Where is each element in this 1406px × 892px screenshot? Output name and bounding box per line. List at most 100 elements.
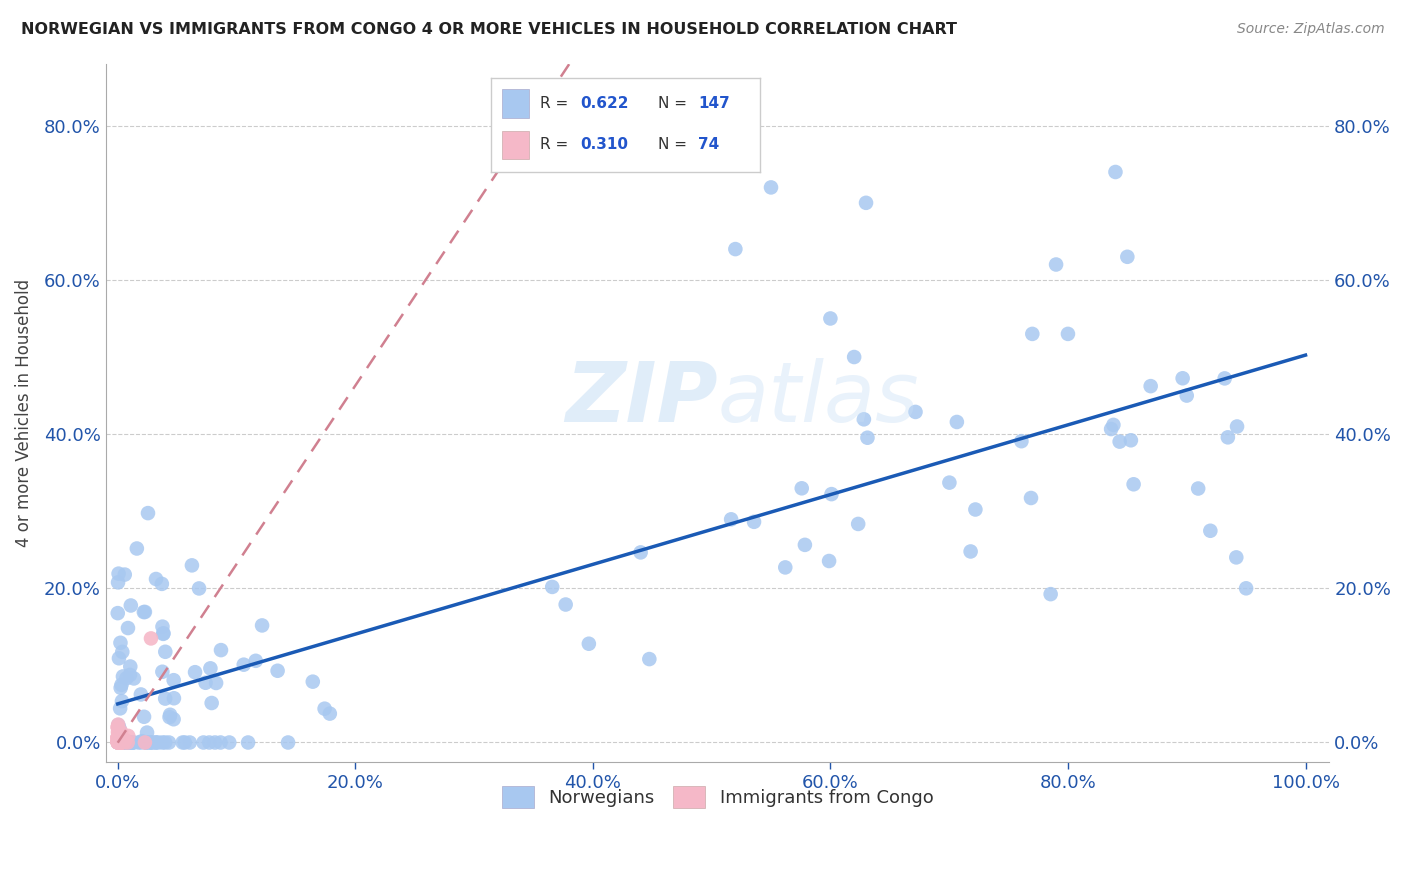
Point — [132, 710, 155, 724]
Point — [108, 735, 131, 749]
Point — [110, 735, 132, 749]
Point — [110, 732, 132, 747]
Point — [153, 691, 176, 706]
Point — [134, 605, 156, 619]
Point — [136, 506, 159, 520]
Point — [1226, 419, 1249, 434]
Point — [938, 475, 960, 490]
Point — [856, 431, 879, 445]
Point — [111, 734, 134, 748]
Point — [110, 735, 132, 749]
Point — [107, 734, 129, 748]
Y-axis label: 4 or more Vehicles in Household: 4 or more Vehicles in Household — [15, 279, 32, 547]
Point — [108, 735, 131, 749]
Point — [107, 734, 129, 748]
Point — [107, 735, 129, 749]
Point — [152, 626, 174, 640]
Point — [630, 545, 652, 559]
Point — [1213, 371, 1236, 385]
Point — [152, 735, 174, 749]
Point — [107, 735, 129, 749]
Point — [135, 735, 157, 749]
Point — [201, 696, 224, 710]
Point — [1108, 434, 1130, 449]
Point — [134, 735, 156, 749]
Point — [844, 350, 866, 364]
Point — [107, 735, 129, 749]
Point — [108, 735, 131, 749]
Point — [117, 621, 139, 635]
Point — [110, 735, 132, 749]
Point — [132, 605, 155, 619]
Point — [108, 734, 131, 748]
Point — [107, 730, 129, 744]
Point — [111, 735, 134, 749]
Point — [194, 675, 217, 690]
Point — [790, 481, 813, 495]
Point — [120, 735, 142, 749]
Point — [111, 645, 134, 659]
Point — [108, 734, 131, 748]
Point — [110, 730, 132, 744]
Point — [122, 672, 145, 686]
Point — [114, 567, 136, 582]
Point — [852, 412, 875, 426]
Point — [150, 665, 173, 679]
Point — [152, 620, 174, 634]
Point — [110, 735, 132, 749]
Point — [107, 717, 129, 731]
Point — [108, 735, 131, 749]
Point — [111, 732, 134, 747]
Point — [173, 735, 195, 749]
Point — [793, 538, 815, 552]
Point — [1102, 417, 1125, 432]
Point — [139, 632, 162, 646]
Point — [163, 673, 186, 688]
Point — [111, 735, 134, 749]
Point — [108, 733, 131, 747]
Point — [1039, 587, 1062, 601]
Point — [188, 582, 211, 596]
Point — [245, 654, 267, 668]
Point — [141, 735, 163, 749]
Point — [218, 735, 240, 749]
Point — [724, 242, 747, 256]
Point — [107, 720, 129, 734]
Point — [904, 405, 927, 419]
Point — [184, 665, 207, 680]
Point — [114, 735, 136, 749]
Point — [107, 730, 129, 744]
Point — [111, 734, 134, 748]
Point — [1234, 582, 1257, 596]
Point — [319, 706, 342, 721]
Point — [145, 735, 167, 749]
Point — [107, 734, 129, 748]
Point — [108, 734, 131, 748]
Point — [1216, 430, 1239, 444]
Point — [108, 651, 131, 665]
Point — [108, 735, 131, 749]
Point — [121, 735, 143, 749]
Point — [107, 730, 129, 744]
Point — [107, 735, 129, 749]
Point — [1175, 388, 1198, 402]
Point — [108, 728, 131, 742]
Point — [125, 541, 148, 556]
Point — [110, 724, 132, 739]
Point — [855, 195, 877, 210]
Point — [107, 731, 129, 746]
Point — [117, 735, 139, 749]
Point — [114, 733, 136, 747]
Point — [107, 735, 129, 749]
Point — [946, 415, 969, 429]
Text: ZIP: ZIP — [565, 359, 717, 440]
Point — [108, 735, 131, 749]
Text: Source: ZipAtlas.com: Source: ZipAtlas.com — [1237, 22, 1385, 37]
Point — [108, 735, 131, 749]
Point — [108, 733, 131, 747]
Point — [1021, 326, 1043, 341]
Point — [107, 731, 129, 746]
Point — [110, 735, 132, 749]
Point — [1139, 379, 1161, 393]
Point — [205, 676, 228, 690]
